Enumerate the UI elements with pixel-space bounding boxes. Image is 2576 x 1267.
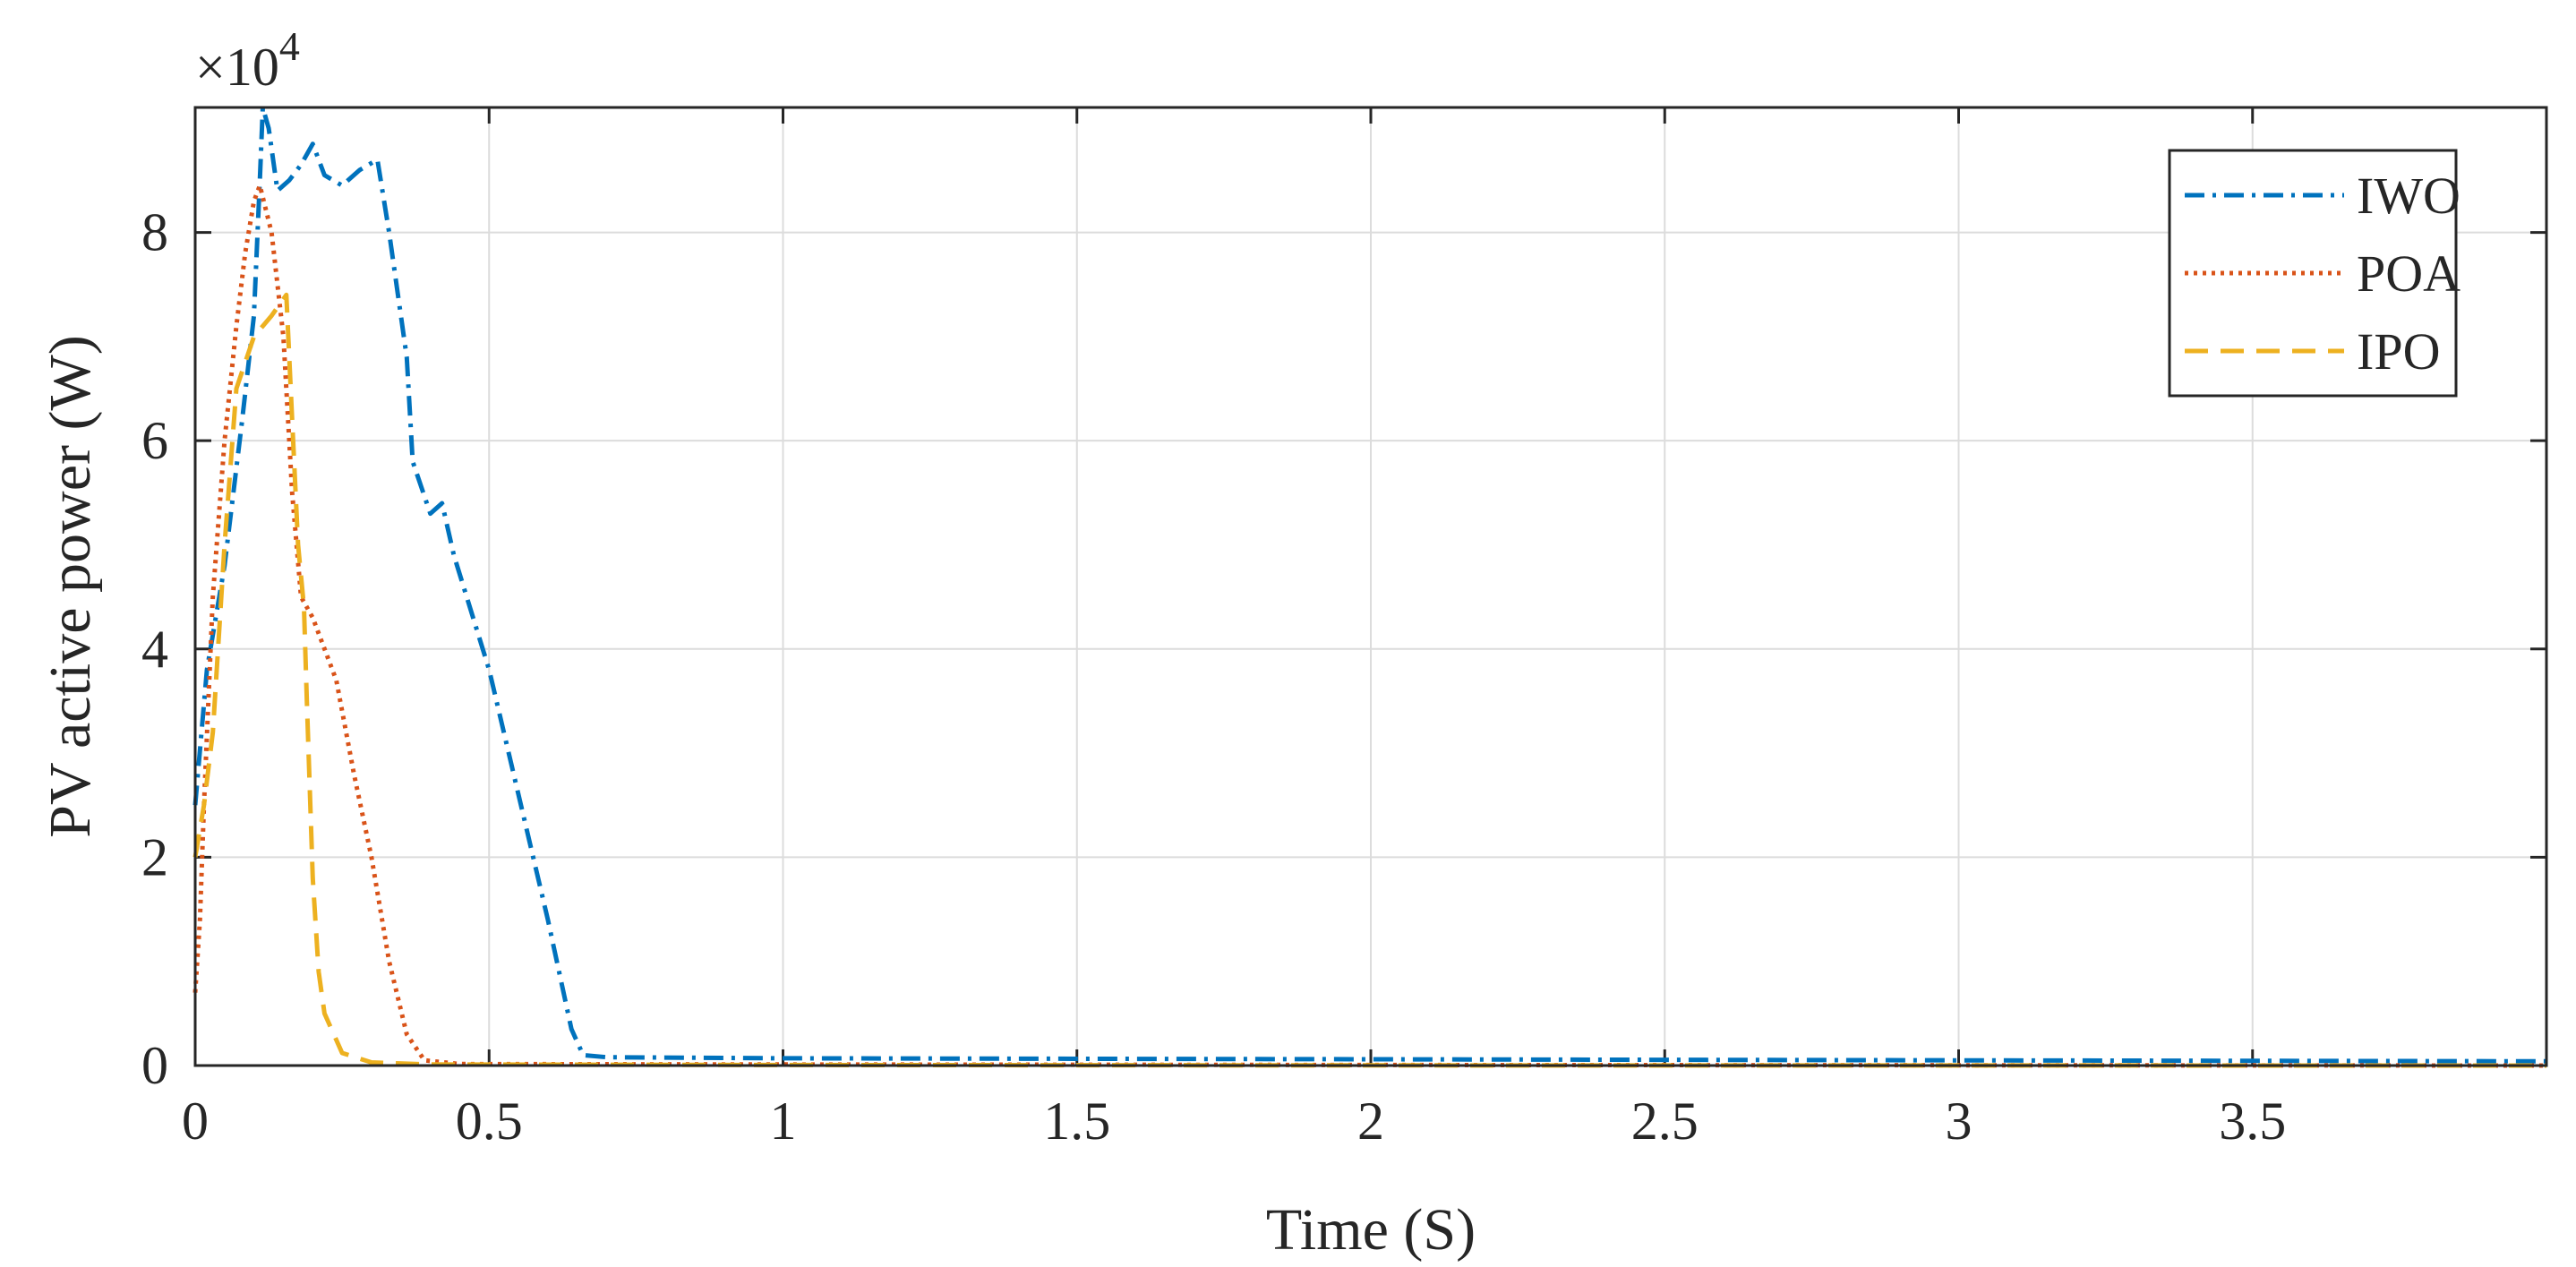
y-axis-title: PV active power (W) [38,335,103,837]
legend-label-poa: POA [2357,244,2460,303]
x-tick-labels: 0 0.5 1 1.5 2 2.5 3 3.5 [182,1092,2286,1151]
plot-area-frame [193,106,2548,1067]
x-tick-label: 1.5 [1043,1092,1110,1151]
y-exponent-multiplier: ×104 [195,23,300,97]
y-tick-labels: 0 2 4 6 8 [141,203,168,1095]
x-tick-label: 3.5 [2219,1092,2286,1151]
x-tick-label: 2.5 [1631,1092,1699,1151]
x-tick-label: 1 [770,1092,797,1151]
x-tick-label: 2 [1357,1092,1384,1151]
legend: IWO POA IPO [2168,149,2460,398]
legend-label-ipo: IPO [2357,322,2440,381]
y-tick-label: 4 [141,620,168,679]
y-tick-label: 6 [141,411,168,470]
legend-label-iwo: IWO [2357,167,2460,225]
x-tick-marks [193,107,2255,1066]
series-lines [193,105,2547,1068]
x-tick-label: 3 [1946,1092,1973,1151]
x-tick-label: 0 [182,1092,209,1151]
series-line-iwo [193,105,2547,1064]
series-line-ipo [193,292,2547,1068]
y-tick-label: 2 [141,827,168,886]
y-tick-label: 8 [141,203,168,262]
x-tick-label: 0.5 [456,1092,523,1151]
y-tick-label: 0 [141,1036,168,1095]
x-axis-title: Time (S) [1266,1197,1476,1263]
